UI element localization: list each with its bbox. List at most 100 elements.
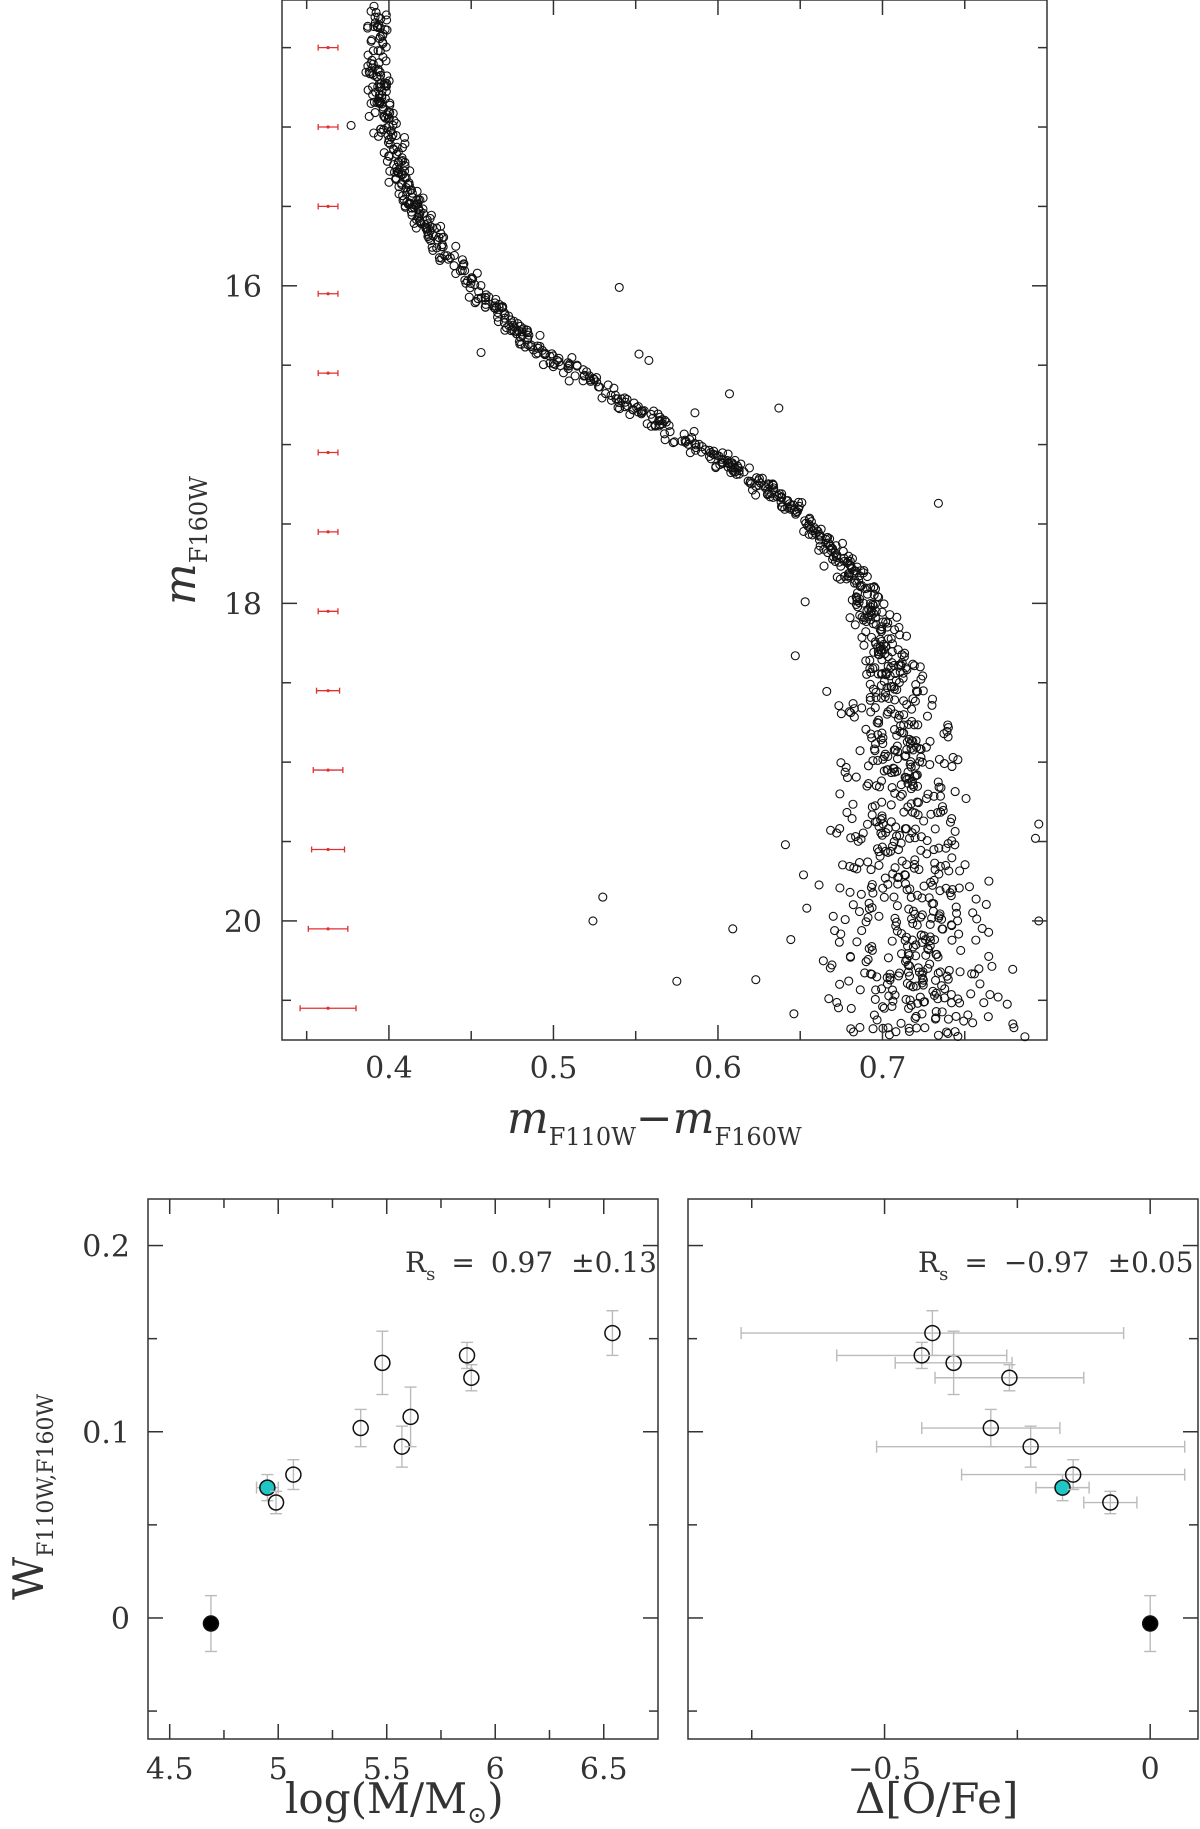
data-point	[374, 1354, 391, 1372]
cmd-point	[863, 779, 874, 789]
cmd-point	[592, 377, 602, 387]
cmd-point	[894, 622, 904, 632]
cmd-point	[871, 781, 881, 791]
cmd-point	[890, 695, 900, 705]
cmd-point	[866, 707, 876, 717]
cmd-error-bar-point	[326, 609, 330, 613]
ofe-x-tick-labels: −0.5 0	[848, 1752, 1160, 1787]
cmd-point	[855, 985, 865, 995]
cmd-point	[891, 822, 901, 832]
cmd-point	[935, 886, 945, 896]
cmd-point	[855, 1022, 865, 1033]
cmd-point	[472, 268, 482, 278]
ofe-panel: −0.5 0 Rs = −0.97 ±0.05 Δ[O/Fe]	[687, 1198, 1199, 1823]
cmd-point	[1030, 833, 1041, 843]
cmd-point	[398, 191, 408, 201]
cmd-point	[603, 380, 613, 390]
cmd-point	[731, 469, 742, 479]
cmd-point	[1002, 999, 1012, 1009]
cmd-points	[346, 1, 1044, 1042]
cmd-point	[872, 717, 882, 728]
cmd-point	[613, 403, 623, 413]
cmd-point	[950, 1027, 960, 1037]
cmd-point	[691, 440, 701, 450]
cmd-point	[434, 232, 444, 243]
cmd-point	[855, 746, 865, 756]
cmd-point	[937, 924, 947, 934]
cmd-point	[545, 351, 555, 361]
cmd-point	[887, 682, 897, 692]
cmd-point	[917, 757, 927, 767]
cmd-point	[862, 819, 873, 829]
cmd-point	[899, 652, 909, 662]
cmd-point	[883, 707, 893, 717]
cmd-point	[945, 817, 956, 827]
cmd-point	[886, 817, 896, 827]
cmd-point	[916, 832, 926, 842]
cmd-point	[512, 329, 522, 339]
cmd-point	[900, 870, 910, 880]
cmd-point	[405, 166, 415, 176]
data-point	[259, 1479, 276, 1496]
cmd-point	[968, 1018, 978, 1028]
cmd-point	[960, 860, 970, 870]
cmd-error-bar-point	[326, 927, 330, 931]
cmd-point	[368, 46, 378, 56]
cmd-point	[595, 382, 605, 392]
cmd-point	[879, 639, 889, 649]
cmd-point	[926, 809, 936, 819]
cmd-point	[386, 126, 396, 136]
cmd-point	[993, 992, 1003, 1002]
cmd-point	[882, 622, 892, 632]
cmd-point	[892, 901, 902, 911]
cmd-point	[984, 876, 994, 886]
cmd-point	[500, 325, 510, 335]
y-tick-label: 18	[224, 587, 262, 622]
cmd-point	[948, 752, 958, 762]
cmd-x-title-sub2: F160W	[714, 1123, 801, 1151]
cmd-point	[861, 957, 871, 967]
y-tick-label: 20	[224, 905, 262, 940]
cmd-point	[821, 538, 831, 548]
cmd-point	[780, 840, 790, 850]
cmd-point	[389, 145, 399, 155]
cmd-point	[835, 824, 845, 834]
cmd-point	[751, 975, 761, 985]
cmd-point	[465, 283, 475, 293]
cmd-point	[909, 661, 919, 671]
cmd-point	[863, 761, 874, 771]
cmd-point	[939, 759, 949, 769]
cmd-point	[866, 615, 876, 625]
cmd-point	[849, 712, 859, 722]
cmd-point	[363, 85, 373, 95]
cmd-point	[374, 90, 385, 100]
cmd-point	[827, 960, 837, 970]
cmd-point	[889, 836, 899, 847]
cmd-point	[943, 1028, 953, 1038]
cmd-point	[925, 959, 935, 969]
cmd-point	[921, 950, 931, 960]
cmd-point	[874, 911, 884, 921]
cmd-point	[873, 730, 883, 740]
cmd-point	[891, 921, 901, 931]
cmd-point	[728, 924, 738, 934]
cmd-point	[614, 282, 624, 292]
cmd-point	[946, 891, 956, 901]
cmd-point	[644, 355, 654, 365]
cmd-point	[845, 951, 855, 962]
data-point	[1022, 1438, 1039, 1455]
cmd-point	[855, 581, 865, 591]
cmd-point	[822, 533, 832, 543]
cmd-point	[911, 1011, 921, 1022]
cmd-point	[844, 976, 854, 986]
cmd-point	[838, 860, 848, 870]
cmd-point	[808, 526, 818, 536]
cmd-point	[394, 168, 404, 178]
x-tick-label: 6	[486, 1752, 505, 1787]
x-tick-label: 0.6	[694, 1051, 742, 1086]
cmd-point	[866, 729, 876, 739]
cmd-point	[776, 502, 787, 512]
cmd-point	[863, 857, 873, 867]
cmd-point	[892, 754, 903, 764]
ofe-plot-frame	[687, 1198, 1199, 1740]
